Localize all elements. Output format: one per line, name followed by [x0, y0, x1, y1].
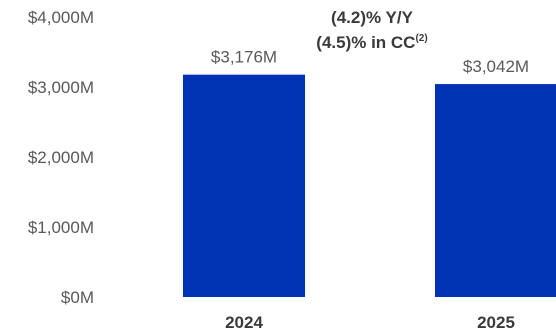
bar-value-labels: $3,176M $3,042M	[211, 48, 529, 76]
y-tick-label: $1,000M	[28, 218, 94, 237]
change-annotation-yoy: (4.2)% Y/Y	[331, 8, 414, 27]
y-axis-tick-labels: $0M $1,000M $2,000M $3,000M $4,000M	[28, 8, 94, 307]
y-tick-label: $2,000M	[28, 148, 94, 167]
y-tick-label: $3,000M	[28, 78, 94, 97]
bar-2024	[183, 74, 305, 298]
change-annotation-cc-text: (4.5)% in CC	[316, 33, 415, 52]
bar-value-label: $3,176M	[211, 48, 277, 67]
bars	[183, 74, 556, 298]
bar-2025	[435, 84, 556, 297]
x-axis-category-labels: 2024 2025	[225, 313, 515, 332]
y-tick-label: $4,000M	[28, 8, 94, 27]
x-category-label: 2024	[225, 313, 263, 332]
bar-value-label: $3,042M	[463, 57, 529, 76]
y-tick-label: $0M	[61, 288, 94, 307]
change-annotation-cc: (4.5)% in CC(2)	[316, 33, 427, 52]
x-category-label: 2025	[477, 313, 515, 332]
change-annotation-footnote: (2)	[415, 33, 427, 44]
